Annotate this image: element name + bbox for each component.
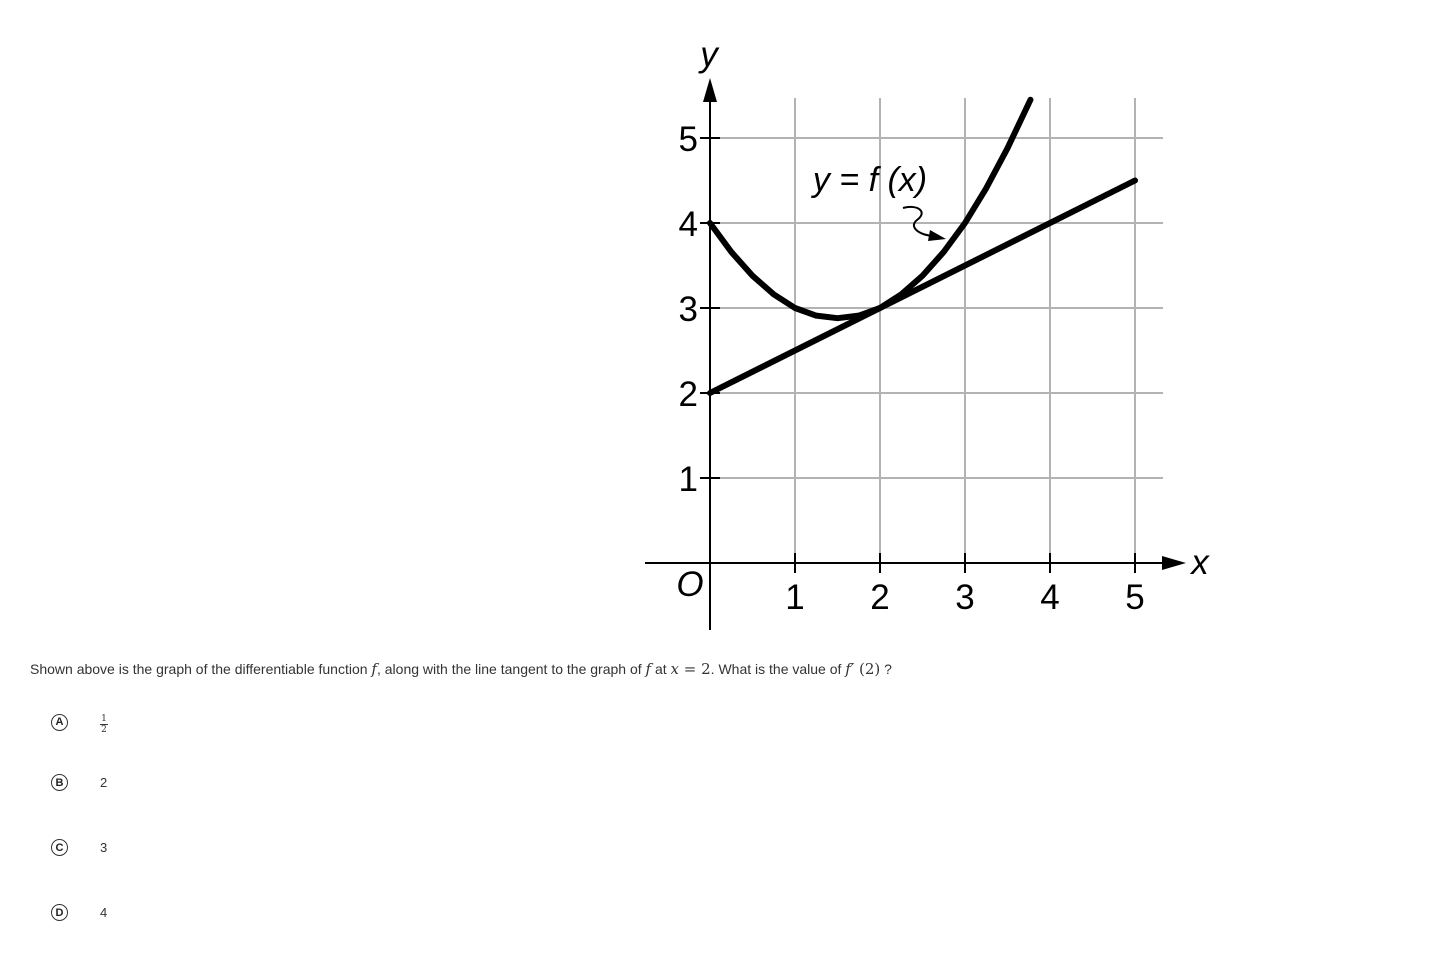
x-tick-label: 3 (955, 578, 974, 617)
q-text: at (651, 661, 671, 677)
x-tick-label: 5 (1125, 578, 1144, 617)
y-axis-label: y (698, 35, 720, 74)
q-text: . What is the value of (710, 661, 846, 677)
curve-label: y = f (x) (811, 161, 927, 199)
choice-b-bubble[interactable]: B (51, 774, 68, 791)
q-text: Shown above is the graph of the differen… (30, 661, 372, 677)
choice-d[interactable]: D 4 (51, 904, 107, 921)
choice-b-value: 2 (100, 775, 108, 790)
denominator: 2 (101, 725, 107, 735)
q-math: f′ (845, 660, 855, 678)
y-tick-label: 3 (679, 290, 698, 329)
choice-a-bubble[interactable]: A (51, 713, 68, 731)
y-tick-label: 4 (679, 205, 698, 244)
label-pointer (902, 206, 936, 237)
choice-c[interactable]: C 3 (51, 839, 107, 856)
choice-b[interactable]: B 2 (51, 774, 107, 791)
q-math: = 2 (679, 660, 711, 678)
x-tick-label: 4 (1040, 578, 1059, 617)
x-tick-label: 2 (870, 578, 889, 617)
choice-d-bubble[interactable]: D (51, 904, 68, 921)
q-math: (2) (854, 660, 881, 678)
origin-label: O (676, 565, 703, 604)
q-math: f (645, 660, 652, 678)
curve-f (707, 96, 1034, 322)
q-math: x (670, 660, 680, 678)
label-pointer-arrow (928, 230, 946, 241)
choice-c-bubble[interactable]: C (51, 839, 68, 856)
y-tick-label: 5 (679, 120, 698, 159)
q-math: f (371, 660, 377, 678)
choice-d-value: 4 (100, 905, 108, 920)
numerator: 1 (101, 714, 107, 724)
y-tick-label: 1 (679, 460, 698, 499)
x-axis-arrow (1162, 556, 1186, 570)
y-tick-label: 2 (679, 375, 698, 414)
choice-c-value: 3 (100, 840, 108, 855)
q-text: , along with the line tangent to the gra… (376, 661, 646, 677)
y-axis-arrow (703, 78, 717, 102)
tangent-line (707, 177, 1138, 396)
x-tick-label: 1 (785, 578, 804, 617)
question-text: Shown above is the graph of the differen… (30, 660, 892, 678)
x-axis-label: x (1189, 543, 1210, 582)
q-text: ? (880, 661, 892, 677)
graph: 1 2 3 4 5 1 2 3 4 5 x y Oy = f (x) (645, 35, 1210, 630)
